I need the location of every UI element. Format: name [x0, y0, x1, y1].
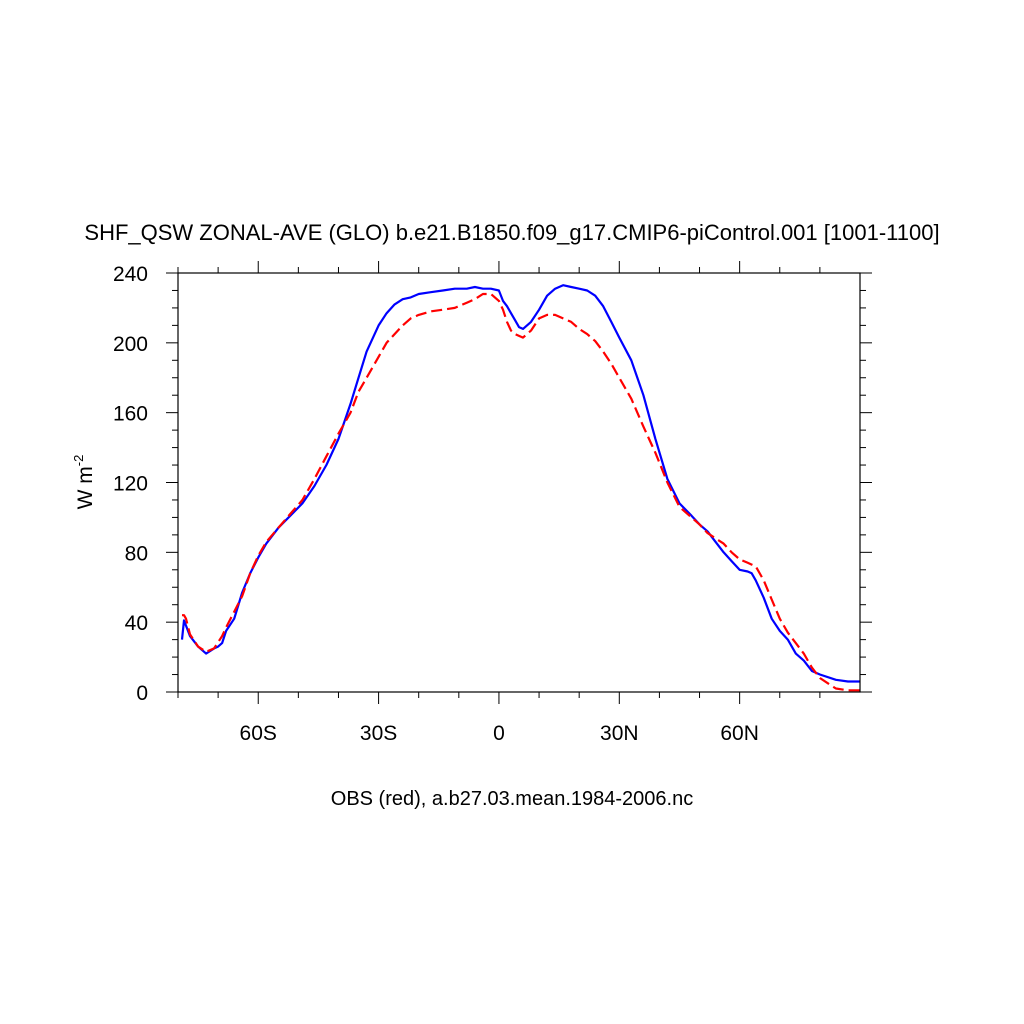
series-line-model [180, 284, 860, 683]
y-tick-label: 0 [136, 682, 148, 705]
y-tick-label: 40 [125, 612, 148, 635]
y-tick-label: 160 [113, 403, 148, 426]
y-tick-label: 200 [113, 333, 148, 356]
plot-frame [177, 272, 861, 693]
series-lines [180, 284, 860, 692]
y-tick-label: 80 [125, 542, 148, 565]
x-tick-label: 0 [493, 722, 505, 745]
axis-tick-labels: 0 40 80 120 160 200 240 60S 30S 0 30N 60N [113, 263, 759, 745]
x-tick-label: 60S [240, 722, 277, 745]
series-line-obs [182, 292, 860, 692]
y-axis-label: W m-2 [71, 455, 97, 510]
y-axis-label-text: W m [74, 466, 97, 509]
x-tick-label: 30N [600, 722, 639, 745]
axis-ticks [166, 261, 872, 704]
x-axis-label: OBS (red), a.b27.03.mean.1984-2006.nc [331, 788, 693, 810]
y-tick-label: 120 [113, 473, 148, 496]
chart-title: SHF_QSW ZONAL-AVE (GLO) b.e21.B1850.f09_… [84, 220, 939, 245]
y-axis-label-superscript: -2 [71, 455, 86, 467]
x-tick-label: 60N [720, 722, 759, 745]
x-tick-label: 30S [360, 722, 397, 745]
y-tick-label: 240 [113, 263, 148, 286]
